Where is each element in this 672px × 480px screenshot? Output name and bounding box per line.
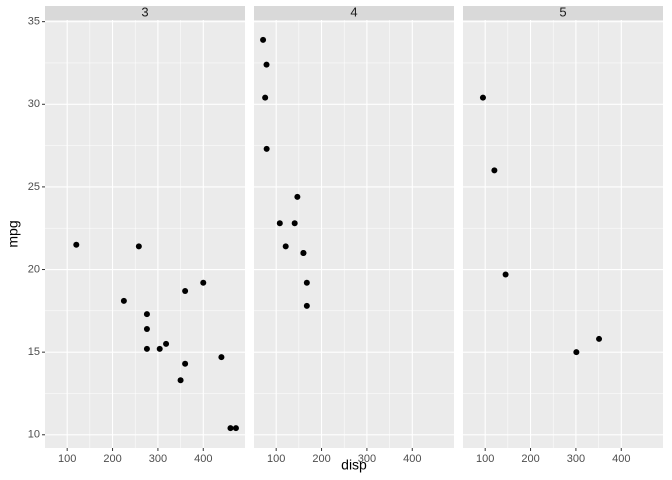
point: [282, 243, 289, 250]
panel-background: [463, 20, 663, 448]
panel-background: [45, 20, 245, 448]
point: [200, 279, 207, 286]
point: [303, 279, 310, 286]
y-tick-label: 15: [28, 346, 40, 358]
point: [491, 167, 498, 174]
x-tick-label: 200: [312, 453, 330, 465]
x-axis-title: disp: [341, 457, 367, 473]
point: [143, 326, 150, 333]
point: [291, 220, 298, 227]
point: [218, 354, 225, 361]
x-tick-label: 400: [403, 453, 421, 465]
point: [182, 288, 189, 295]
point: [294, 193, 301, 200]
point: [479, 94, 486, 101]
x-tick-label: 300: [567, 453, 585, 465]
x-tick-label: 100: [476, 453, 494, 465]
point: [596, 335, 603, 342]
point: [502, 271, 509, 278]
point: [156, 345, 163, 352]
x-tick-label: 100: [58, 453, 76, 465]
point: [227, 425, 234, 432]
x-tick-label: 200: [521, 453, 539, 465]
point: [263, 145, 270, 152]
strip-label: 5: [559, 4, 566, 19]
point: [177, 377, 184, 384]
y-tick-label: 25: [28, 181, 40, 193]
point: [120, 297, 127, 304]
point: [300, 250, 307, 257]
y-axis-title: mpg: [5, 220, 21, 247]
point: [143, 311, 150, 318]
strip-background: [463, 6, 663, 20]
point: [262, 94, 269, 101]
point: [135, 243, 142, 250]
y-tick-label: 10: [28, 429, 40, 441]
x-tick-label: 300: [358, 453, 376, 465]
panel-background: [254, 20, 454, 448]
x-tick-label: 200: [103, 453, 121, 465]
point: [263, 61, 270, 68]
point: [260, 36, 267, 43]
x-tick-label: 400: [612, 453, 630, 465]
strip-label: 3: [141, 4, 148, 19]
point: [73, 241, 80, 248]
point: [163, 340, 170, 347]
point: [573, 349, 580, 356]
point: [276, 220, 283, 227]
x-tick-label: 400: [194, 453, 212, 465]
strip-background: [254, 6, 454, 20]
point: [143, 345, 150, 352]
point: [182, 360, 189, 367]
strip-label: 4: [350, 4, 357, 19]
y-tick-label: 30: [28, 98, 40, 110]
x-tick-label: 300: [149, 453, 167, 465]
x-tick-label: 100: [267, 453, 285, 465]
y-tick-label: 35: [28, 16, 40, 28]
strip-background: [45, 6, 245, 20]
y-tick-label: 20: [28, 263, 40, 275]
point: [232, 425, 239, 432]
point: [303, 302, 310, 309]
